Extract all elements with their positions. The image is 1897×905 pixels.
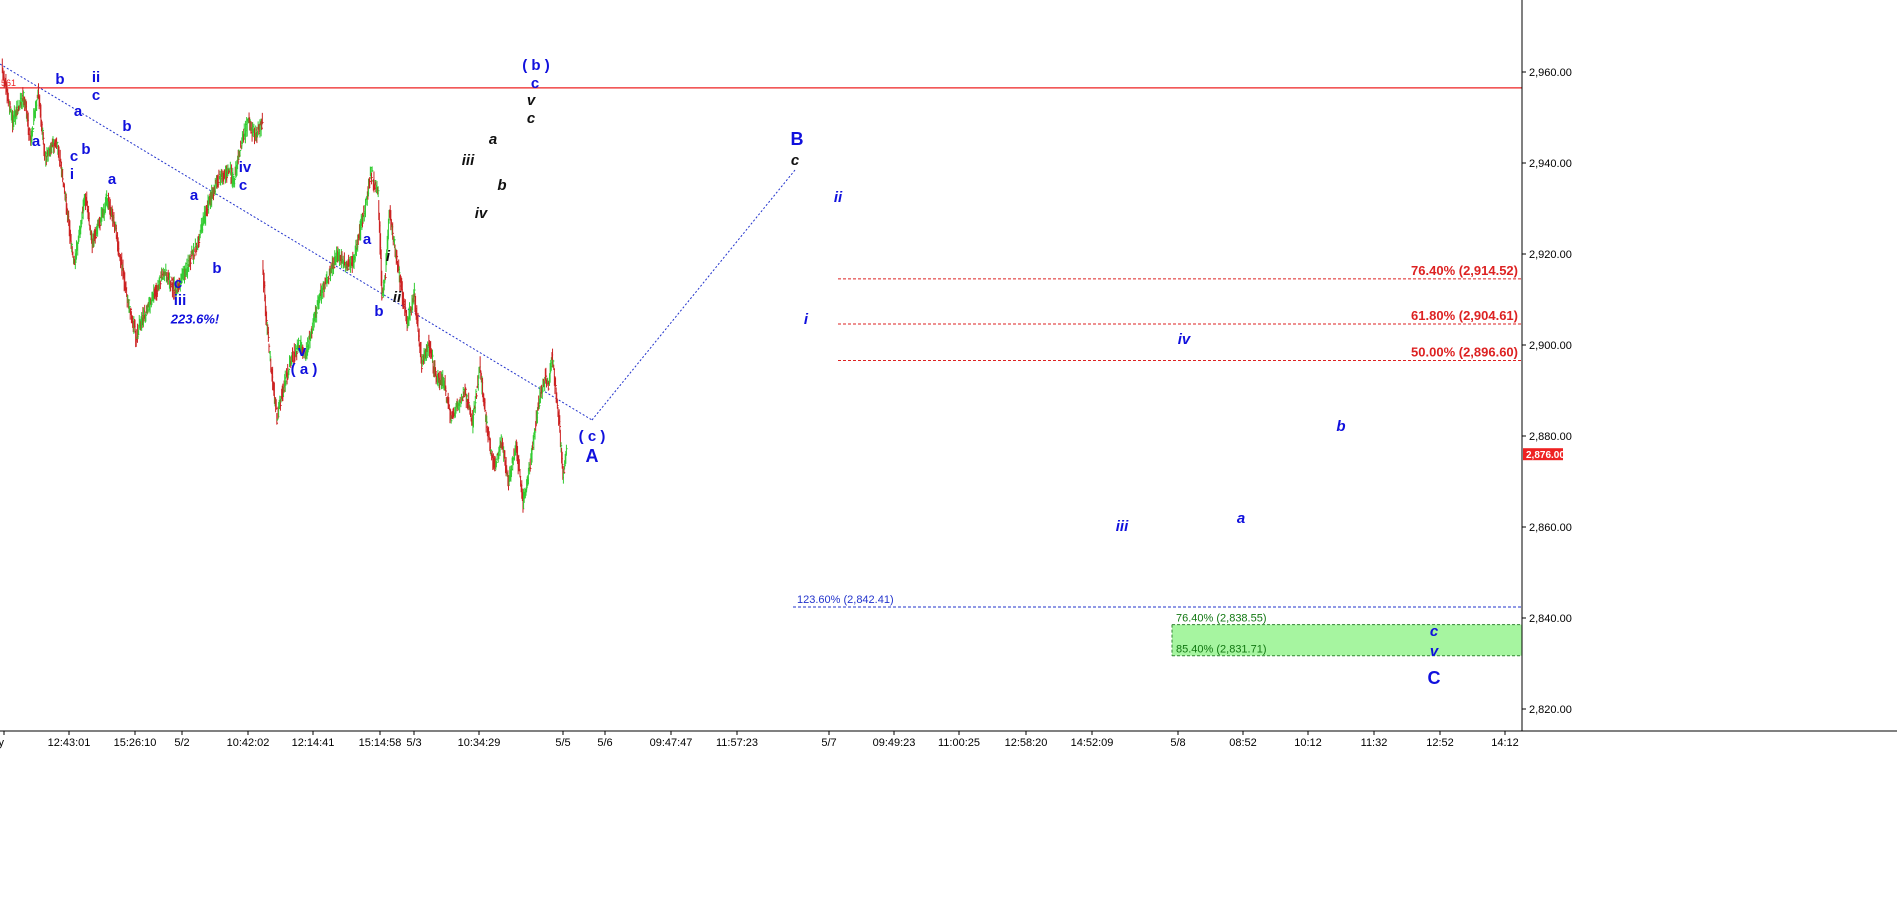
time-tick-label: 12:52 [1426, 737, 1454, 749]
wave-label: ( b ) [522, 57, 550, 74]
time-tick-label: 5/7 [821, 737, 836, 749]
wave-label: c [791, 152, 800, 169]
wave-label: ii [834, 189, 843, 206]
retracement-label: 61.80% (2,904.61) [1411, 308, 1518, 323]
wave-label: c [92, 87, 100, 104]
wave-label: a [108, 171, 117, 188]
wave-label: i [70, 166, 74, 183]
time-tick-label: 11:57:23 [716, 737, 758, 749]
retracement-label: 50.00% (2,896.60) [1411, 345, 1518, 360]
target-zone-layer: 76.40% (2,838.55) 85.40% (2,831.71) [1171, 613, 1522, 657]
price-tick-label: 2,820.00 [1529, 704, 1572, 716]
extension-label: 123.60% (2,842.41) [797, 594, 894, 606]
time-tick-label: 09:49:23 [873, 737, 916, 749]
trendline-a-to-b[interactable] [591, 169, 796, 421]
wave-label: ii [92, 69, 100, 86]
wave-label: ( a ) [291, 361, 318, 378]
axes-layer: 2,820.00 2,840.00 2,860.00 2,880.00 2,900.00… [0, 0, 1897, 749]
target-zone [1172, 624, 1522, 656]
wave-label: a [489, 131, 497, 148]
wave-label: b [81, 141, 90, 158]
price-tick-label: 2,860.00 [1529, 522, 1572, 534]
current-price-tag [1523, 448, 1563, 461]
time-tick-label: 15:26:10 [114, 737, 157, 749]
wave-label: ii [393, 289, 402, 306]
wave-label: v [527, 92, 537, 109]
candles-layer [1, 58, 568, 513]
time-tick-label: 11:00:25 [938, 737, 980, 749]
wave-label: c [70, 148, 78, 165]
wave-label: b [374, 303, 383, 320]
time-tick-label: 5/8 [1170, 737, 1185, 749]
wave-label: v [298, 343, 307, 360]
wave-label: a [363, 231, 372, 248]
wave-label: ( c ) [579, 428, 606, 445]
trendline-a-to-c[interactable] [0, 63, 593, 421]
price-tick-label: 2,900.00 [1529, 340, 1572, 352]
time-tick-label: 14:52:09 [1071, 737, 1114, 749]
wave-label: A [586, 446, 599, 466]
time-tick-label: 12:43:01 [48, 737, 91, 749]
wave-label: c [527, 110, 536, 127]
wave-label: B [791, 129, 804, 149]
wave-label: i [386, 248, 391, 265]
time-tick-label: 12:58:20 [1005, 737, 1048, 749]
time-tick-label: 5/2 [174, 737, 189, 749]
time-tick-label: 10:42:02 [227, 737, 270, 749]
time-tick-label: 10:34:29 [458, 737, 501, 749]
wave-label: a [32, 133, 41, 150]
wave-label: b [55, 71, 64, 88]
wave-label: iii [462, 152, 475, 169]
time-tick-label: 10:12 [1294, 737, 1322, 749]
wave-label: b [122, 118, 131, 135]
wave-label: c [174, 275, 182, 292]
wave-label: a [1237, 510, 1245, 527]
wave-label: iii [1116, 518, 1129, 535]
time-tick-label: 09:47:47 [650, 737, 693, 749]
time-tick-label: 12:14:41 [292, 737, 335, 749]
wave-label: iv [239, 159, 252, 176]
price-tick-label: 2,940.00 [1529, 158, 1572, 170]
current-price-label: 2,876.00 [1526, 450, 1565, 461]
wave-label: c [1430, 623, 1439, 640]
wave-label: iv [1178, 331, 1192, 348]
price-tick-label: 2,920.00 [1529, 249, 1572, 261]
wave-label: b [1336, 418, 1345, 435]
wave-label: C [1428, 668, 1441, 688]
time-tick-label: 5/6 [597, 737, 612, 749]
retracement-label: 76.40% (2,914.52) [1411, 263, 1518, 278]
wave-label: a [190, 187, 199, 204]
wave-label: a [74, 103, 83, 120]
time-tick-label: 11:32 [1361, 737, 1388, 749]
price-tick-label: 2,880.00 [1529, 431, 1572, 443]
wave-label: 223.6%! [170, 311, 220, 326]
target-76-4-label: 76.40% (2,838.55) [1176, 613, 1267, 625]
trend-lines-layer [0, 63, 796, 421]
time-tick-label: 5/3 [406, 737, 421, 749]
wave-label: c [531, 75, 539, 92]
resistance-label: 561 [1, 78, 16, 88]
wave-label: c [239, 177, 247, 194]
time-tick-label: 5/5 [555, 737, 570, 749]
time-tick-label: 08:52 [1229, 737, 1257, 749]
price-tick-label: 2,960.00 [1529, 67, 1572, 79]
wave-label: v [1430, 643, 1440, 660]
time-tick-label: May [0, 737, 4, 749]
wave-label: b [212, 260, 221, 277]
wave-label: iii [174, 292, 187, 309]
target-85-4-label: 85.40% (2,831.71) [1176, 644, 1267, 656]
time-tick-label: 15:14:58 [359, 737, 402, 749]
time-tick-label: 14:12 [1491, 737, 1519, 749]
wave-label: i [804, 311, 809, 328]
wave-label: b [497, 177, 506, 194]
level-lines-layer: 561 76.40% (2,914.52) 61.80% (2,904.61) 50.… [0, 78, 1522, 608]
price-tick-label: 2,840.00 [1529, 613, 1572, 625]
wave-label: iv [475, 205, 489, 222]
